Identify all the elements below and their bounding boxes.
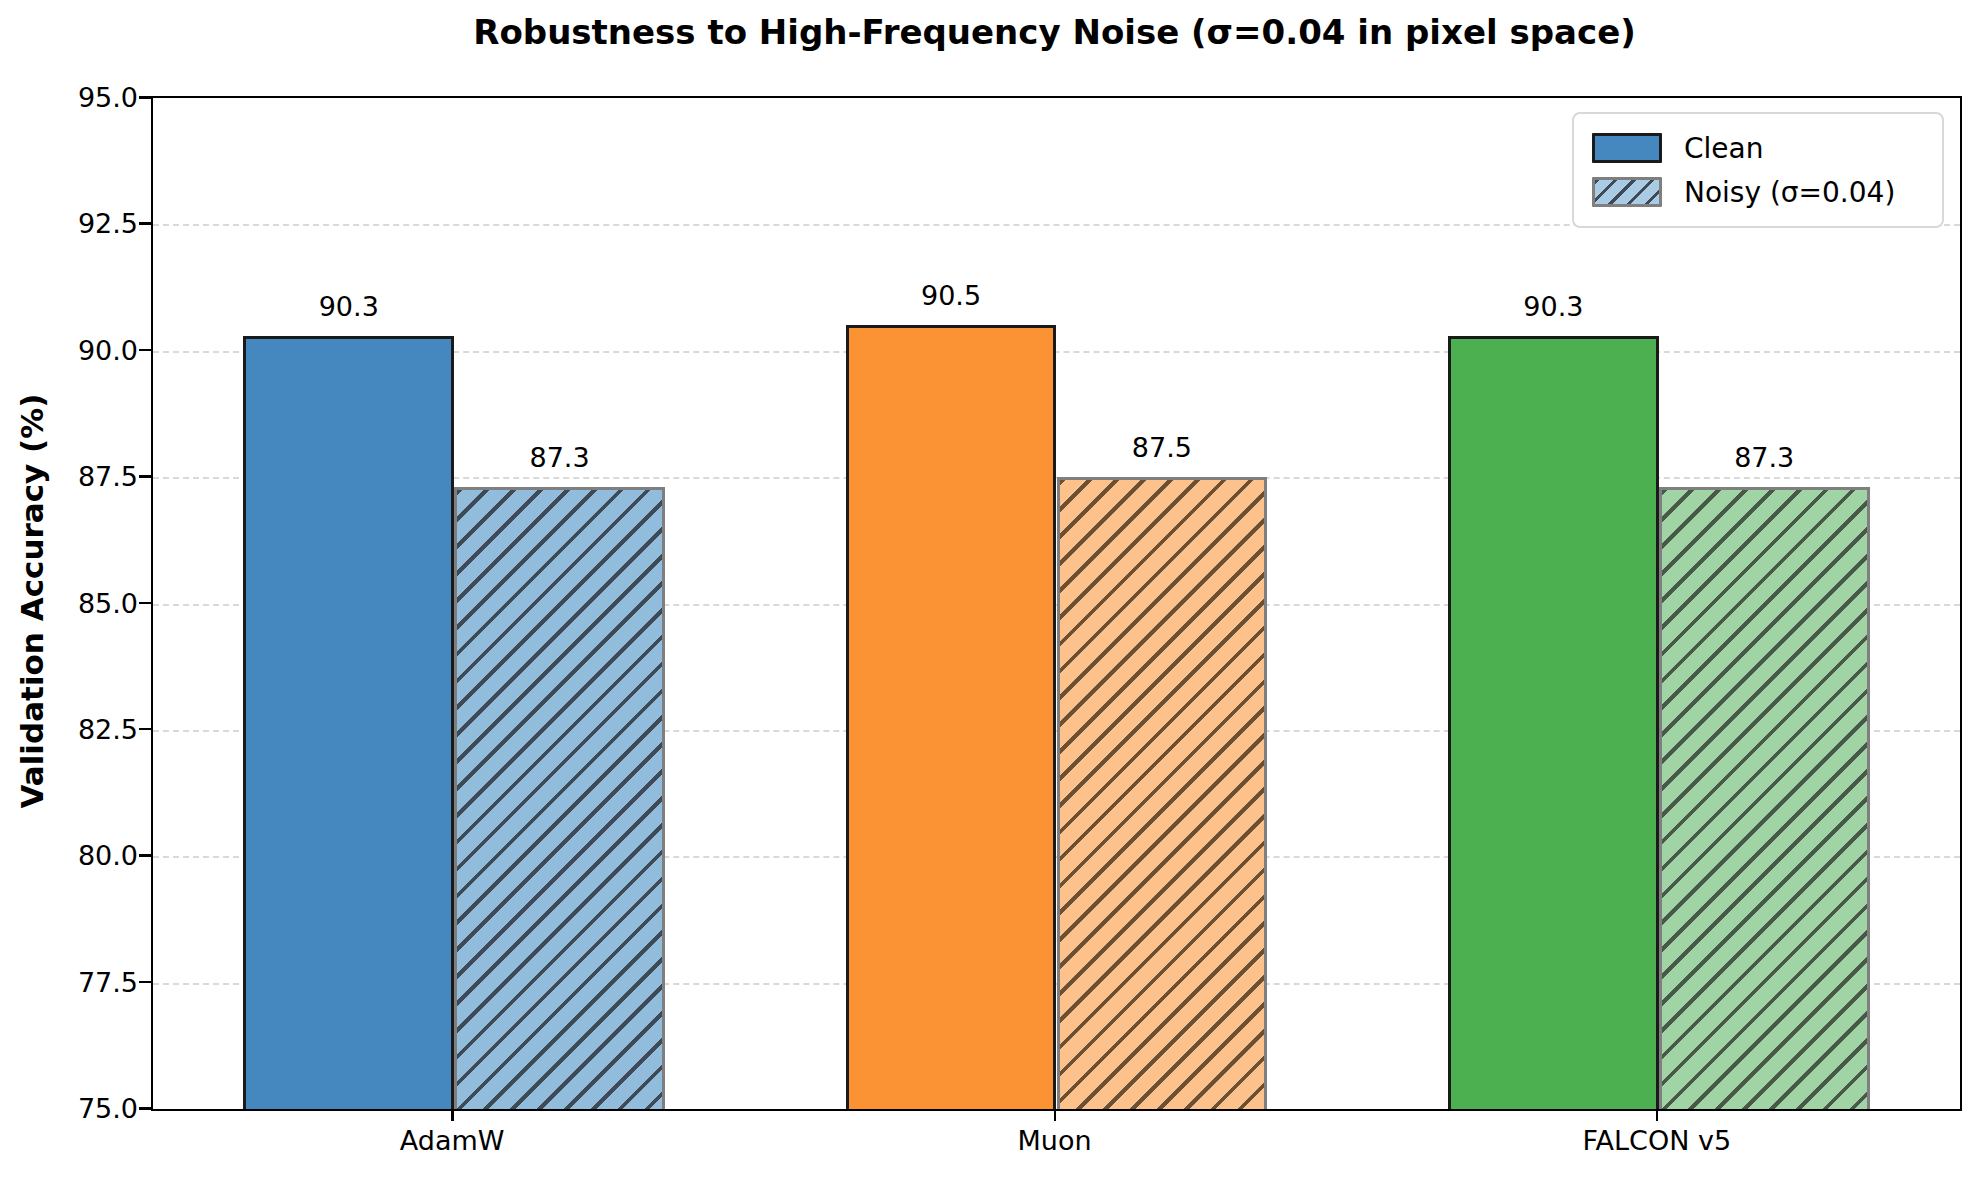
x-tick-label-Muon: Muon xyxy=(1017,1125,1091,1156)
x-tick-mark xyxy=(1054,1109,1057,1121)
legend-item-noisy: Noisy (σ=0.04) xyxy=(1592,170,1942,214)
legend-label-clean: Clean xyxy=(1684,132,1763,165)
y-tick-label: 75.0 xyxy=(28,1093,138,1124)
y-tick-mark xyxy=(139,854,151,857)
y-tick-label: 77.5 xyxy=(28,966,138,997)
bar-value-label: 87.3 xyxy=(1734,442,1794,473)
y-tick-mark xyxy=(139,981,151,984)
bar-value-label: 90.3 xyxy=(1523,291,1583,322)
x-tick-label-FALCON v5: FALCON v5 xyxy=(1583,1125,1732,1156)
bar-value-label: 87.5 xyxy=(1132,432,1192,463)
x-tick-mark xyxy=(1656,1109,1659,1121)
bar-noisy-AdamW xyxy=(454,487,665,1109)
figure: Robustness to High-Frequency Noise (σ=0.… xyxy=(0,0,1980,1179)
bar-value-label: 90.3 xyxy=(319,291,379,322)
bar-clean-FALCON v5 xyxy=(1448,336,1659,1109)
y-tick-mark xyxy=(139,349,151,352)
bar-value-label: 87.3 xyxy=(530,442,590,473)
legend-label-noisy: Noisy (σ=0.04) xyxy=(1684,176,1895,209)
y-tick-label: 90.0 xyxy=(28,334,138,365)
x-tick-label-AdamW: AdamW xyxy=(400,1125,505,1156)
y-tick-mark xyxy=(139,602,151,605)
y-tick-label: 80.0 xyxy=(28,840,138,871)
y-tick-mark xyxy=(139,222,151,225)
bar-noisy-Muon xyxy=(1057,477,1268,1109)
bar-noisy-FALCON v5 xyxy=(1659,487,1870,1109)
x-tick-mark xyxy=(451,1109,454,1121)
bar-value-label: 90.5 xyxy=(921,280,981,311)
legend-item-clean: Clean xyxy=(1592,126,1942,170)
y-tick-label: 95.0 xyxy=(28,82,138,113)
y-tick-mark xyxy=(139,475,151,478)
y-tick-label: 92.5 xyxy=(28,208,138,239)
y-tick-label: 85.0 xyxy=(28,587,138,618)
chart-title: Robustness to High-Frequency Noise (σ=0.… xyxy=(151,12,1958,52)
legend: Clean Noisy (σ=0.04) xyxy=(1572,112,1944,228)
legend-swatch-noisy xyxy=(1592,177,1662,207)
y-tick-label: 87.5 xyxy=(28,461,138,492)
y-tick-mark xyxy=(139,728,151,731)
legend-swatch-clean xyxy=(1592,133,1662,163)
y-tick-mark xyxy=(139,96,151,99)
bar-clean-Muon xyxy=(846,325,1057,1109)
bar-clean-AdamW xyxy=(243,336,454,1109)
plot-area: 90.3 87.3 90.5 87.5 90.3 87.3 xyxy=(151,96,1962,1111)
y-tick-mark xyxy=(139,1107,151,1110)
y-tick-label: 82.5 xyxy=(28,713,138,744)
